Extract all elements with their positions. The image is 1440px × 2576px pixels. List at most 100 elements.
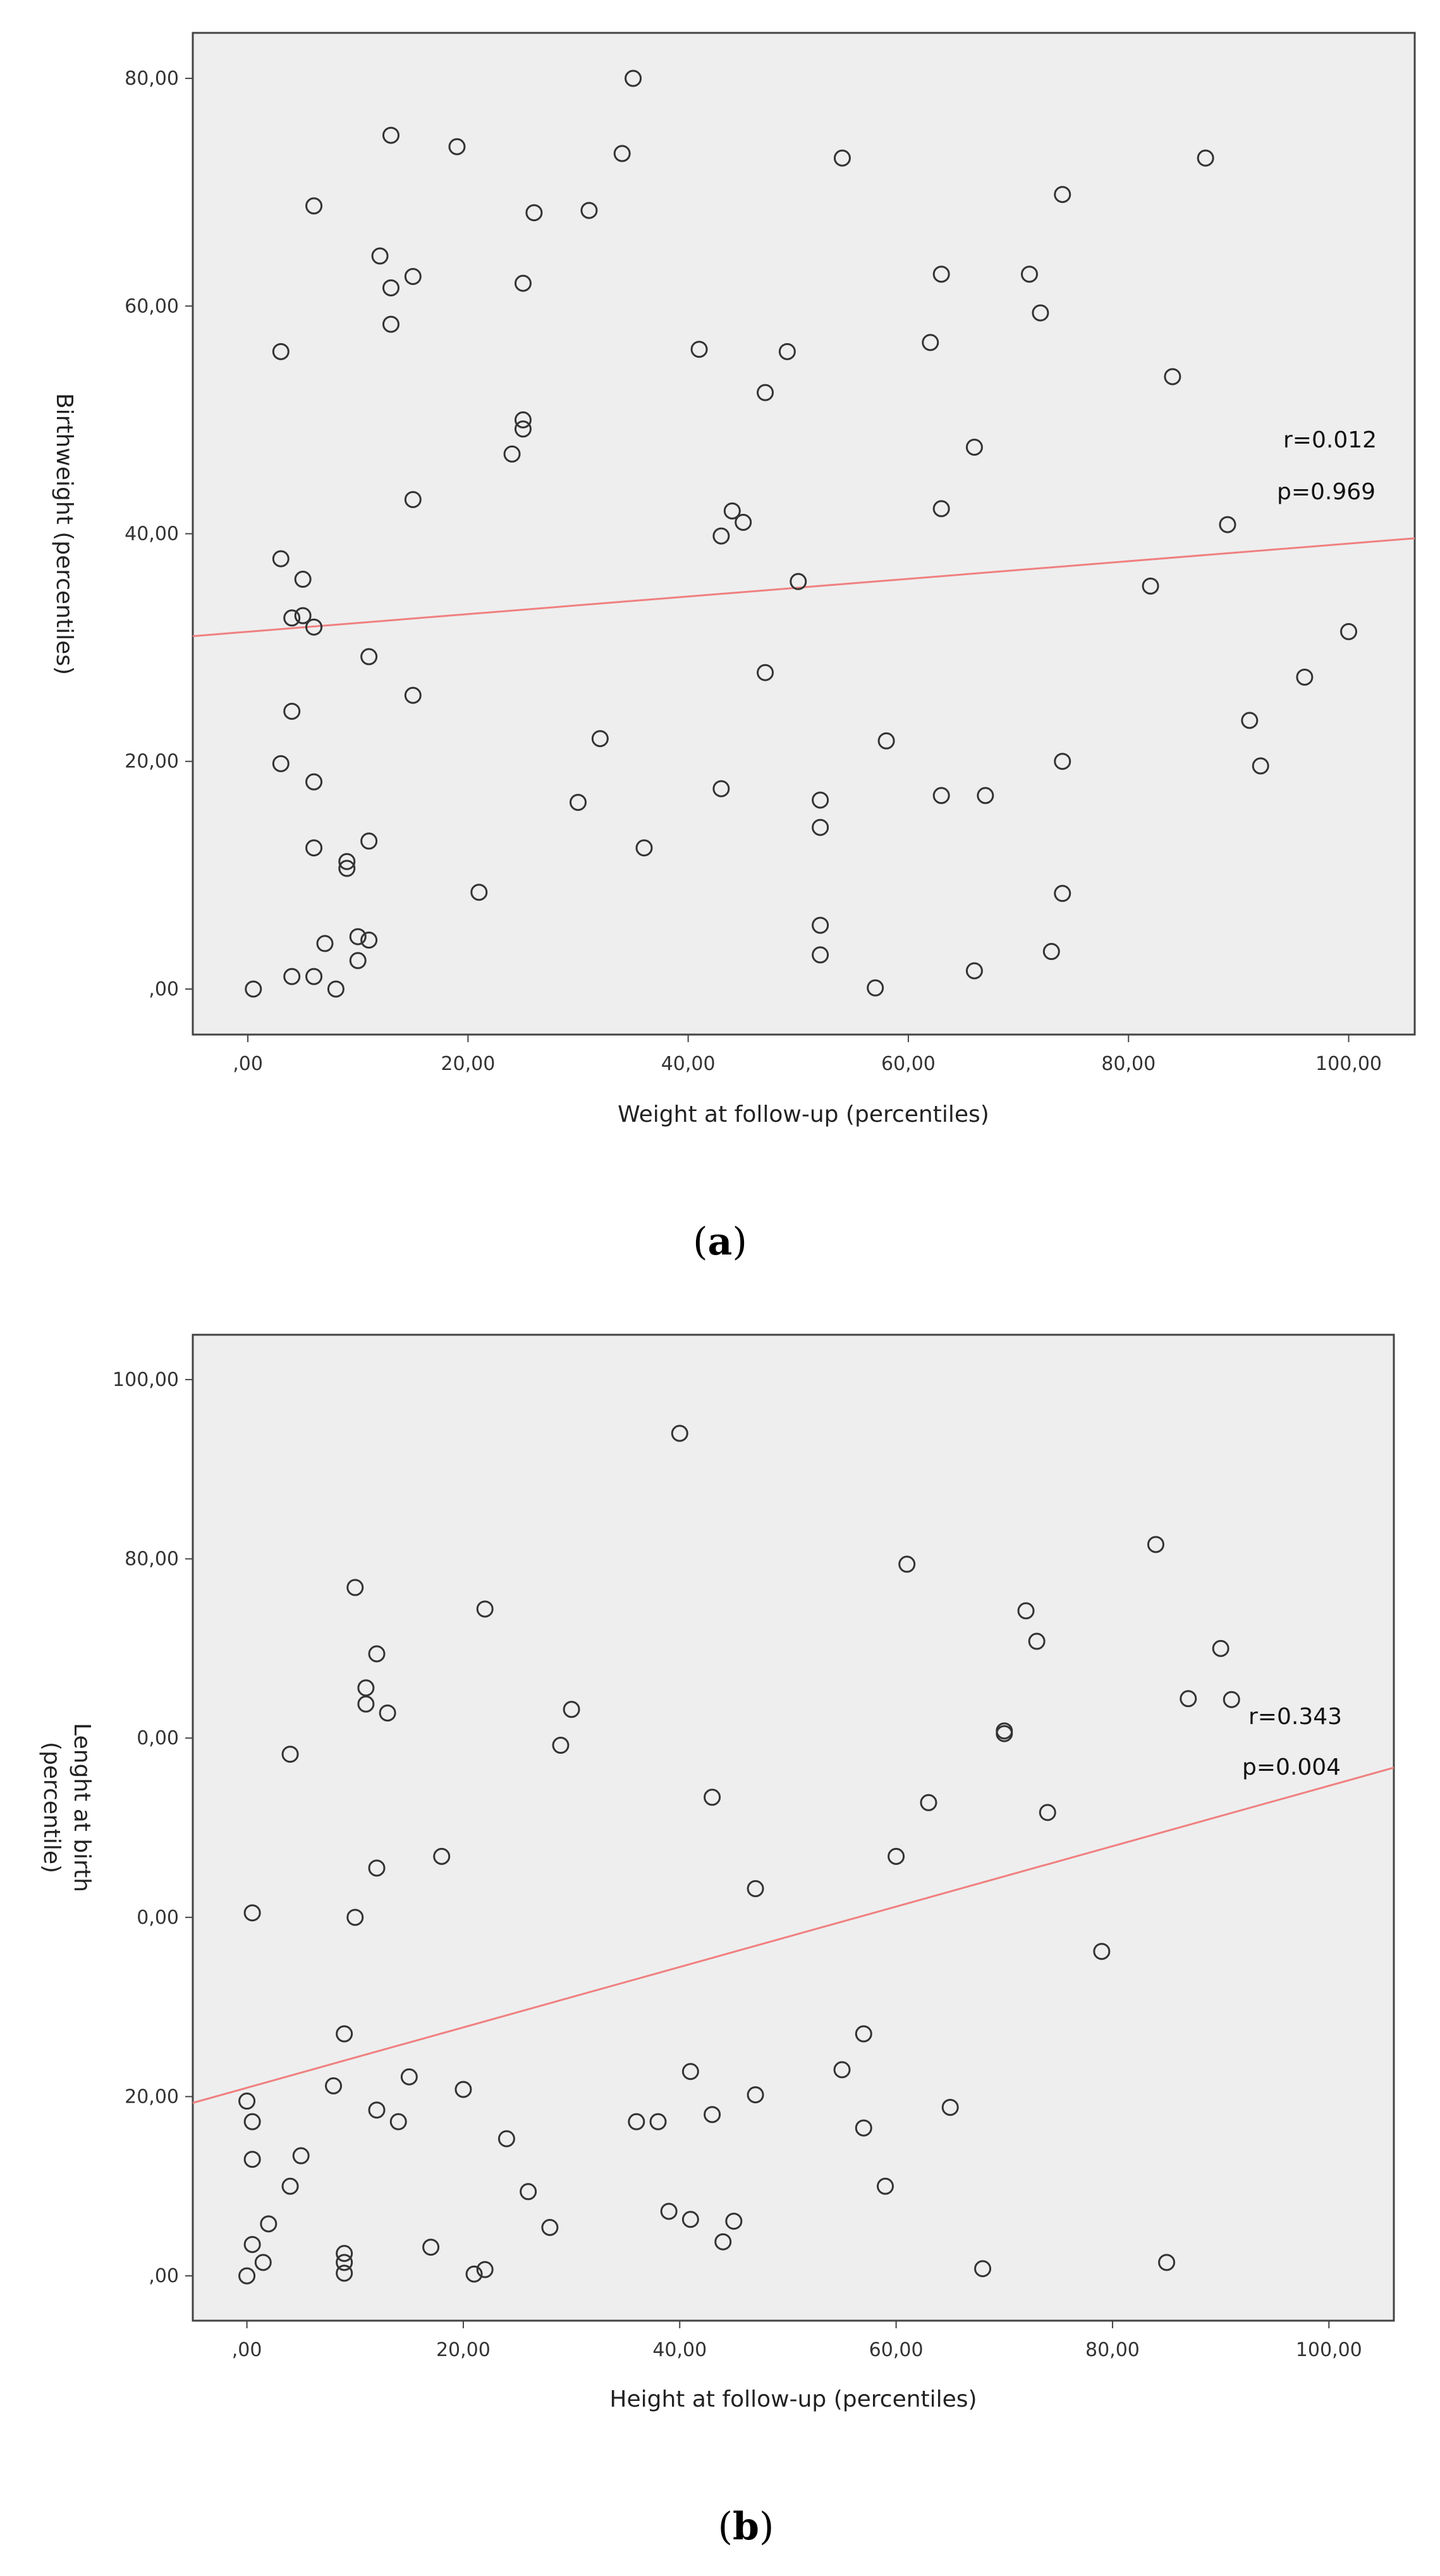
chart-b-data-point xyxy=(1028,1632,1046,1650)
chart-b-y-tick-label: 100,00 xyxy=(113,1369,179,1391)
chart-b-data-point xyxy=(747,1880,764,1897)
chart-a-data-point xyxy=(735,513,752,531)
chart-a-data-point xyxy=(448,138,466,155)
chart-b-data-point xyxy=(671,1425,688,1442)
chart-a-data-point xyxy=(613,145,631,162)
chart-a-data-point xyxy=(272,550,290,568)
chart-a-data-point xyxy=(283,609,301,627)
chart-b-y-tick-label: 0,00 xyxy=(137,1727,179,1749)
chart-b-data-point xyxy=(888,1847,905,1865)
chart-b-data-point xyxy=(336,2254,353,2271)
chart-b-data-point xyxy=(368,2101,386,2119)
chart-b-x-tick-label: 80,00 xyxy=(1085,2339,1140,2361)
chart-a-data-point xyxy=(404,490,422,508)
chart-a-data-point xyxy=(965,439,983,456)
chart-b-data-point xyxy=(243,1904,261,1922)
chart-b-data-point xyxy=(336,2245,353,2263)
chart-a-data-point xyxy=(690,341,708,358)
chart-a-y-tick-label: 20,00 xyxy=(125,751,179,773)
chart-a-data-point xyxy=(1197,149,1214,167)
chart-a-data-point xyxy=(525,204,543,222)
chart-a-data-point xyxy=(812,916,829,934)
chart-b-x-axis-label: Height at follow-up (percentiles) xyxy=(609,2386,977,2412)
chart-a-data-point xyxy=(712,527,730,545)
chart-b-data-point xyxy=(725,2213,743,2230)
chart-b-data-point xyxy=(1039,1804,1056,1821)
chart-b-data-point xyxy=(281,1746,299,1763)
chart-a-data-point xyxy=(867,979,884,997)
chart-b-data-point xyxy=(898,1555,916,1573)
chart-a-data-point xyxy=(1252,757,1269,775)
chart-a-data-point xyxy=(1032,304,1049,322)
chart-b-data-point xyxy=(1158,2254,1176,2271)
chart-a-data-point xyxy=(591,730,609,748)
chart-a-annotation-r: r=0.012 xyxy=(1283,427,1377,453)
chart-b-x-tick-label: 20,00 xyxy=(436,2339,491,2361)
chart-b-y-tick-label: 80,00 xyxy=(125,1548,179,1571)
chart-a-data-point xyxy=(812,818,829,836)
chart-a-data-point xyxy=(635,839,653,857)
chart-b-annotation-p: p=0.004 xyxy=(1242,1754,1341,1780)
chart-b-data-point xyxy=(649,2113,667,2130)
chart-a-x-tick-label: 100,00 xyxy=(1315,1053,1382,1075)
chart-b: ,00 20,00 40,00 60,00 80,00 100,00 ,00 20,00 0,… xyxy=(39,1334,1395,2549)
chart-a-data-point xyxy=(778,343,796,360)
chart-a-x-axis-label: Weight at follow-up (percentiles) xyxy=(618,1102,989,1127)
chart-a-data-point xyxy=(977,787,994,805)
chart-a-data-point xyxy=(1042,943,1060,961)
chart-b-data-point xyxy=(704,1789,721,1806)
chart-a-data-point xyxy=(812,946,829,964)
chart-b-data-point xyxy=(400,2068,418,2086)
chart-a-data-point xyxy=(625,70,642,87)
chart-a-plot-area xyxy=(192,32,1416,1036)
chart-a-data-point xyxy=(922,334,939,351)
chart-a: ,00 20,00 40,00 60,00 80,00 100,00 ,00 20,00 40… xyxy=(51,32,1416,1264)
chart-b-data-point xyxy=(660,2202,678,2220)
chart-b-data-point xyxy=(747,2086,764,2104)
chart-a-data-point xyxy=(272,343,290,360)
chart-b-data-point xyxy=(465,2265,483,2283)
chart-b-data-point xyxy=(357,1679,375,1697)
chart-a-y-tick-label: 80,00 xyxy=(125,68,179,90)
chart-b-data-point xyxy=(336,2025,353,2043)
chart-b-data-point xyxy=(520,2183,537,2201)
chart-b-x-tick-label: 40,00 xyxy=(652,2339,707,2361)
chart-a-data-point xyxy=(294,571,312,588)
chart-b-data-point xyxy=(243,2235,261,2253)
chart-a-data-point xyxy=(272,755,290,772)
chart-a-data-point xyxy=(338,853,356,870)
chart-b-data-point xyxy=(260,2215,278,2233)
chart-b-data-point xyxy=(714,2233,732,2251)
chart-a-data-point xyxy=(932,500,950,518)
chart-b-data-point xyxy=(833,2061,851,2079)
chart-b-data-point xyxy=(1212,1639,1229,1657)
chart-a-data-point xyxy=(305,968,323,985)
chart-b-data-point xyxy=(920,1794,937,1811)
chart-b-x-tick-label: 60,00 xyxy=(869,2339,924,2361)
chart-a-data-point xyxy=(349,952,367,969)
chart-a-x-tick-label: ,00 xyxy=(233,1053,263,1075)
chart-b-caption: (b) xyxy=(718,2505,774,2549)
chart-b-data-point xyxy=(855,2025,872,2043)
chart-b-y-tick-label: 0,00 xyxy=(137,1907,179,1929)
chart-a-data-point xyxy=(812,791,829,809)
chart-b-y-tick-label: 20,00 xyxy=(125,2086,179,2108)
chart-a-data-point xyxy=(965,962,983,980)
chart-a-data-point xyxy=(1054,186,1071,204)
chart-b-data-point xyxy=(368,1645,386,1663)
chart-a-data-point xyxy=(1054,885,1071,902)
chart-a-data-point xyxy=(514,420,532,438)
chart-b-data-point xyxy=(254,2254,272,2271)
chart-a-data-point xyxy=(283,702,301,720)
chart-a-y-axis-label: Birthweight (percentiles) xyxy=(51,393,77,675)
chart-b-data-point xyxy=(941,2098,959,2116)
chart-b-data-point xyxy=(389,2113,407,2130)
chart-a-y-tick-label: 40,00 xyxy=(125,523,179,545)
chart-b-data-point xyxy=(422,2239,440,2256)
chart-a-data-point xyxy=(1020,265,1038,283)
chart-a-data-point xyxy=(1219,516,1236,533)
chart-b-data-point xyxy=(346,1579,364,1596)
chart-b-data-point xyxy=(541,2219,559,2237)
chart-a-data-point xyxy=(349,928,367,945)
chart-a-data-point xyxy=(382,126,400,144)
